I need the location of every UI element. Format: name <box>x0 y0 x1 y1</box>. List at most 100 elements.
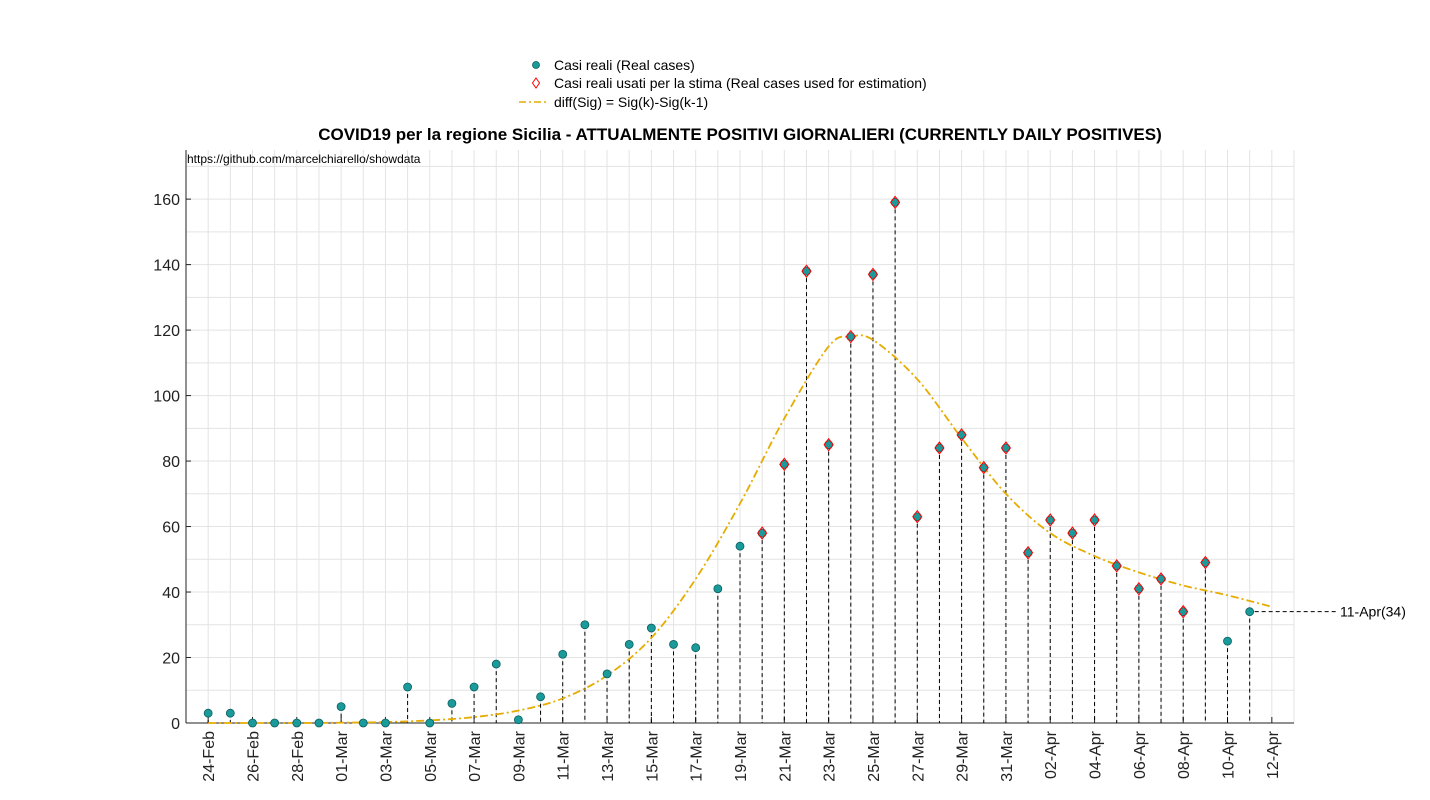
y-tick-label: 160 <box>153 192 180 209</box>
x-tick-label: 01-Mar <box>334 730 351 781</box>
real-point <box>735 541 745 551</box>
real-point <box>248 718 257 728</box>
y-tick-label: 20 <box>162 651 180 668</box>
estimation-marker <box>823 437 834 452</box>
real-point <box>624 640 634 649</box>
y-tick-label: 100 <box>153 389 180 406</box>
estimation-marker <box>1133 581 1145 596</box>
watermark: https://github.com/marcelchiarello/showd… <box>187 152 421 166</box>
x-tick-label: 03-Mar <box>378 730 395 781</box>
estimation-marker <box>1155 572 1167 586</box>
x-tick-label: 15-Mar <box>644 730 661 781</box>
x-tick-label: 13-Mar <box>600 730 617 781</box>
x-tick-label: 09-Mar <box>511 730 528 781</box>
y-tick-label: 140 <box>153 258 180 275</box>
legend-real-label: Casi reali (Real cases) <box>554 57 695 73</box>
estimation-marker <box>978 460 989 475</box>
estimation-marker <box>757 526 768 540</box>
x-tick-label: 04-Apr <box>1088 730 1105 779</box>
estimation-marker <box>934 441 945 455</box>
estimation-marker <box>1022 545 1034 560</box>
x-tick-label: 10-Apr <box>1221 730 1238 779</box>
real-point <box>646 623 656 633</box>
legend: Casi reali (Real cases) Casi reali usati… <box>519 57 927 110</box>
legend-estimation-marker <box>531 77 541 89</box>
estimation-marker <box>1000 441 1012 455</box>
stems <box>207 202 1251 723</box>
x-tick-label: 31-Mar <box>999 730 1016 781</box>
estimation-marker <box>912 509 923 524</box>
real-point <box>691 643 701 653</box>
estimation-markers <box>757 195 1211 619</box>
last-point-annotation: 11-Apr(34) <box>1254 604 1406 620</box>
estimation-marker <box>1178 604 1189 619</box>
x-tick-label: 11-Mar <box>556 730 573 780</box>
x-tick-label: 24-Feb <box>201 731 218 782</box>
real-point <box>536 692 545 702</box>
x-tick-label: 02-Apr <box>1043 730 1060 779</box>
legend-estimation-label: Casi reali usati per la stima (Real case… <box>554 75 927 91</box>
real-point <box>225 708 235 718</box>
real-point <box>425 718 435 728</box>
grid-lines <box>185 150 1295 724</box>
real-point <box>381 718 390 728</box>
x-tick-label: 26-Feb <box>245 731 262 782</box>
real-point <box>203 708 213 718</box>
fit-curve <box>208 334 1273 724</box>
x-tick-label: 07-Mar <box>467 730 484 781</box>
real-point <box>602 669 612 679</box>
real-point <box>1223 636 1232 646</box>
y-tick-label: 80 <box>162 454 180 471</box>
estimation-marker <box>956 428 967 442</box>
x-tick-label: 05-Mar <box>423 730 440 781</box>
legend-fit-label: diff(Sig) = Sig(k)-Sig(k-1) <box>554 94 708 110</box>
x-tick-label: 23-Mar <box>822 730 839 781</box>
real-point <box>558 649 568 659</box>
x-tick-label: 17-Mar <box>689 730 706 781</box>
x-tick-label: 27-Mar <box>910 730 927 781</box>
x-tick-label: 25-Mar <box>866 730 883 781</box>
legend-real-marker <box>532 61 540 69</box>
real-point <box>1245 607 1255 617</box>
estimation-marker <box>1200 555 1211 570</box>
real-point <box>292 718 302 728</box>
y-axis: 0 20 40 60 80 100 120 140 160 <box>153 150 191 733</box>
y-tick-label: 40 <box>162 585 180 602</box>
estimation-marker <box>889 195 901 210</box>
estimation-marker <box>867 267 879 282</box>
estimation-marker <box>845 329 856 344</box>
x-tick-label: 06-Apr <box>1132 730 1149 779</box>
estimation-marker <box>801 264 812 278</box>
real-point <box>314 718 324 728</box>
x-tick-label: 12-Apr <box>1265 730 1282 779</box>
x-tick-label: 08-Apr <box>1176 730 1193 779</box>
real-point <box>491 659 501 669</box>
estimation-marker <box>1089 513 1100 527</box>
x-tick-label: 21-Mar <box>777 730 794 781</box>
estimation-marker <box>1045 513 1056 527</box>
chart-title: COVID19 per la regione Sicilia - ATTUALM… <box>318 125 1162 144</box>
y-tick-label: 0 <box>171 716 180 733</box>
y-tick-label: 60 <box>162 520 180 537</box>
estimation-marker <box>1067 526 1078 540</box>
real-point <box>270 718 280 728</box>
real-points <box>203 197 1255 728</box>
real-point <box>713 584 723 594</box>
real-point <box>580 620 590 630</box>
x-tick-label: 28-Feb <box>290 731 307 782</box>
annotation-label: 11-Apr(34) <box>1340 604 1406 620</box>
y-tick-label: 120 <box>153 323 180 340</box>
real-point <box>403 682 413 692</box>
estimation-marker <box>1111 559 1122 573</box>
real-point <box>336 702 346 712</box>
x-tick-label: 19-Mar <box>733 730 750 781</box>
real-point <box>447 698 457 708</box>
real-point <box>358 718 368 728</box>
real-point <box>669 640 678 649</box>
real-point <box>514 715 523 725</box>
x-tick-label: 29-Mar <box>955 730 972 781</box>
real-point <box>469 682 479 692</box>
estimation-marker <box>779 457 790 472</box>
x-axis: 24-Feb 26-Feb 28-Feb 01-Mar 03-Mar 05-Mar 07-M… <box>186 717 1294 782</box>
